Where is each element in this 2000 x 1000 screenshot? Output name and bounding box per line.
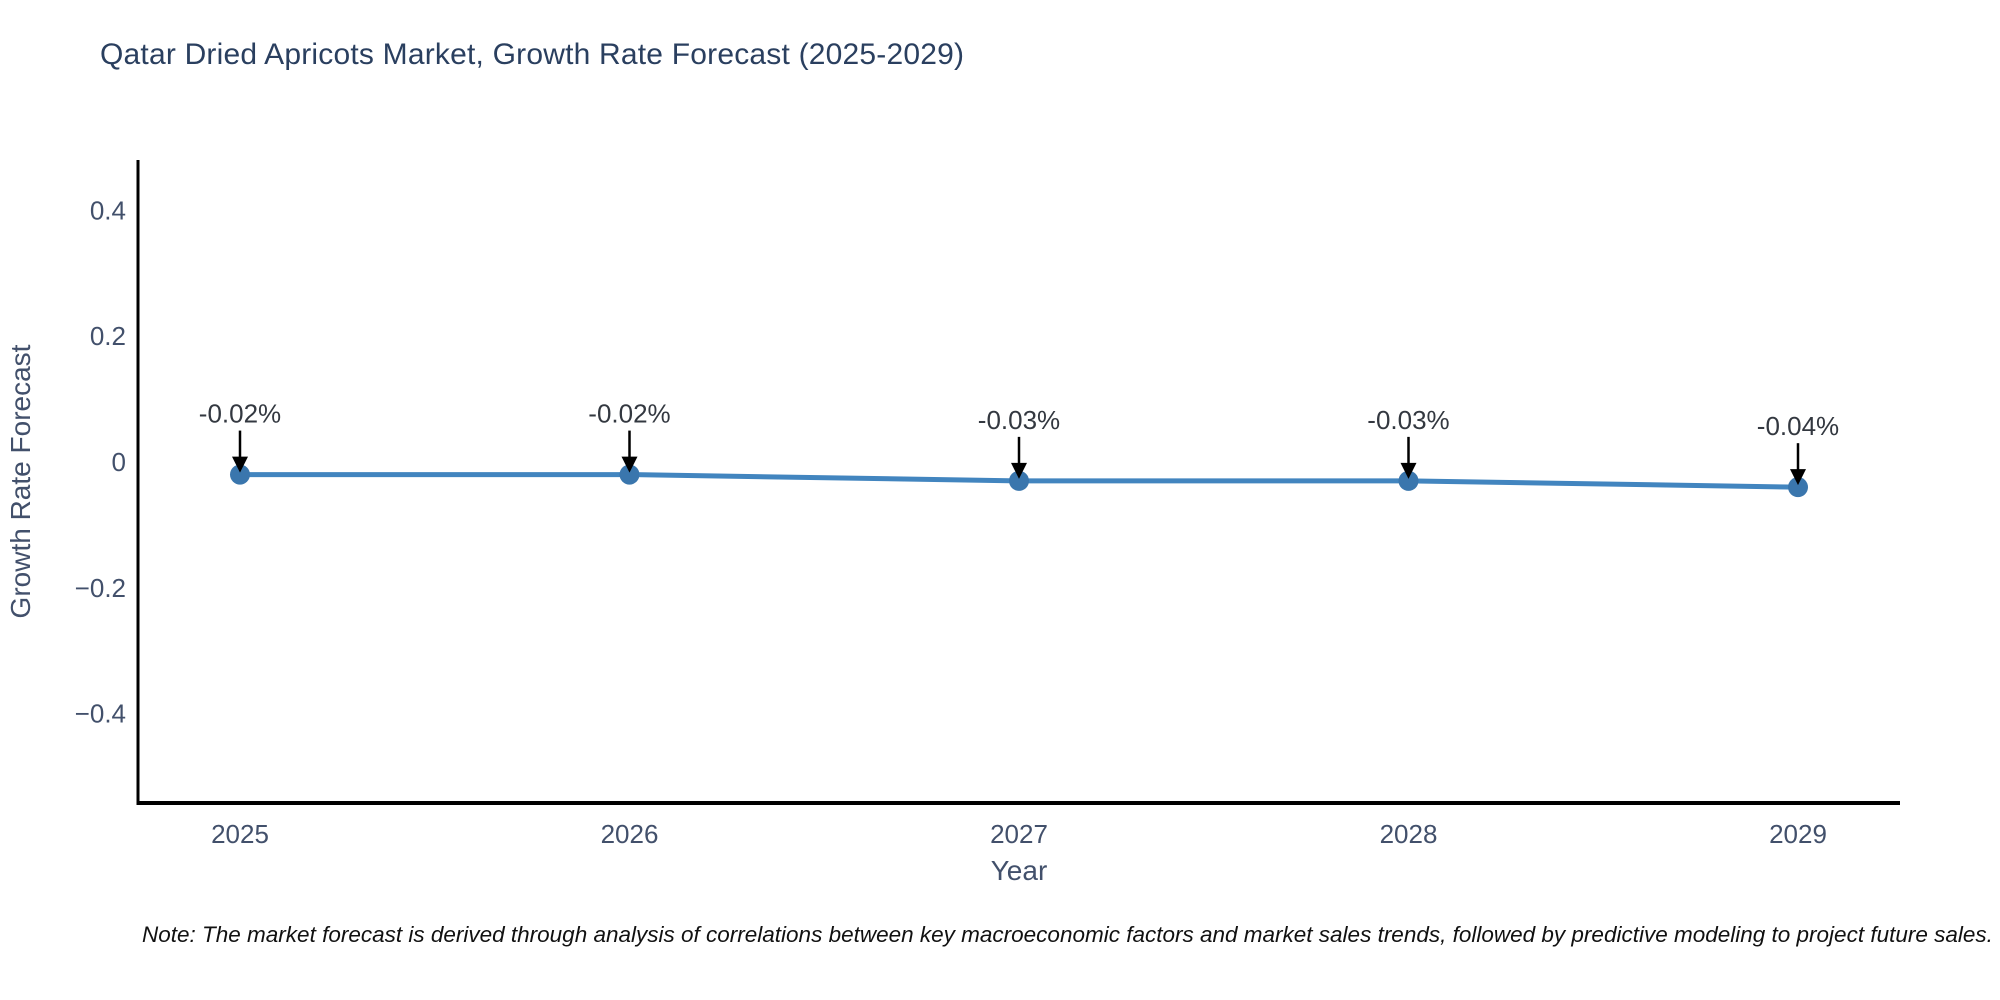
footnote: Note: The market forecast is derived thr…	[142, 922, 1993, 947]
y-tick-label: 0.4	[90, 195, 126, 225]
x-tick-label: 2028	[1380, 819, 1438, 849]
annotation-arrowhead-icon	[1790, 469, 1806, 486]
data-point-marker[interactable]	[1788, 477, 1808, 498]
annotation-arrowhead-icon	[1011, 462, 1027, 479]
annotation-value-label: -0.02%	[199, 399, 281, 429]
annotation-value-label: -0.03%	[1367, 405, 1449, 435]
x-tick-label: 2029	[1769, 819, 1827, 849]
x-tick-label: 2026	[601, 819, 659, 849]
chart-title: Qatar Dried Apricots Market, Growth Rate…	[100, 38, 965, 71]
data-point-marker[interactable]	[1009, 470, 1029, 491]
data-point-marker[interactable]	[619, 464, 640, 485]
x-axis-title: Year	[991, 855, 1048, 886]
annotation-arrowhead-icon	[621, 456, 638, 473]
annotation-arrowhead-icon	[232, 456, 248, 473]
y-axis-title: Growth Rate Forecast	[5, 344, 36, 618]
y-tick-label: 0	[112, 447, 126, 477]
x-tick-label: 2025	[211, 819, 269, 849]
data-point-marker[interactable]	[1398, 470, 1419, 491]
annotation-value-label: -0.04%	[1757, 411, 1839, 441]
y-tick-label: −0.4	[75, 699, 126, 729]
y-tick-label: −0.2	[75, 573, 126, 603]
x-tick-label: 2027	[990, 819, 1048, 849]
annotation-value-label: -0.02%	[588, 399, 670, 429]
data-point-marker[interactable]	[230, 464, 250, 485]
annotation-value-label: -0.03%	[978, 405, 1060, 435]
annotation-arrowhead-icon	[1400, 462, 1417, 479]
y-tick-label: 0.2	[90, 321, 126, 351]
